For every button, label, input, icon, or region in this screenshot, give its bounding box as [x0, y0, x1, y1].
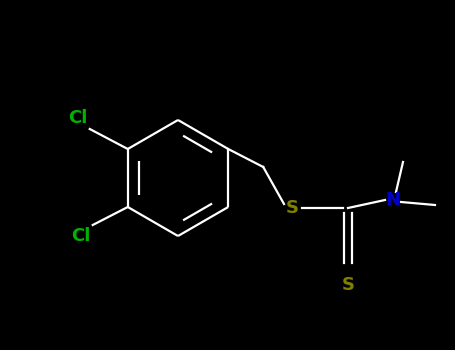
Text: N: N [385, 191, 400, 209]
Text: S: S [285, 199, 298, 217]
Text: Cl: Cl [68, 109, 88, 127]
Text: Cl: Cl [71, 227, 91, 245]
Text: S: S [342, 276, 354, 294]
